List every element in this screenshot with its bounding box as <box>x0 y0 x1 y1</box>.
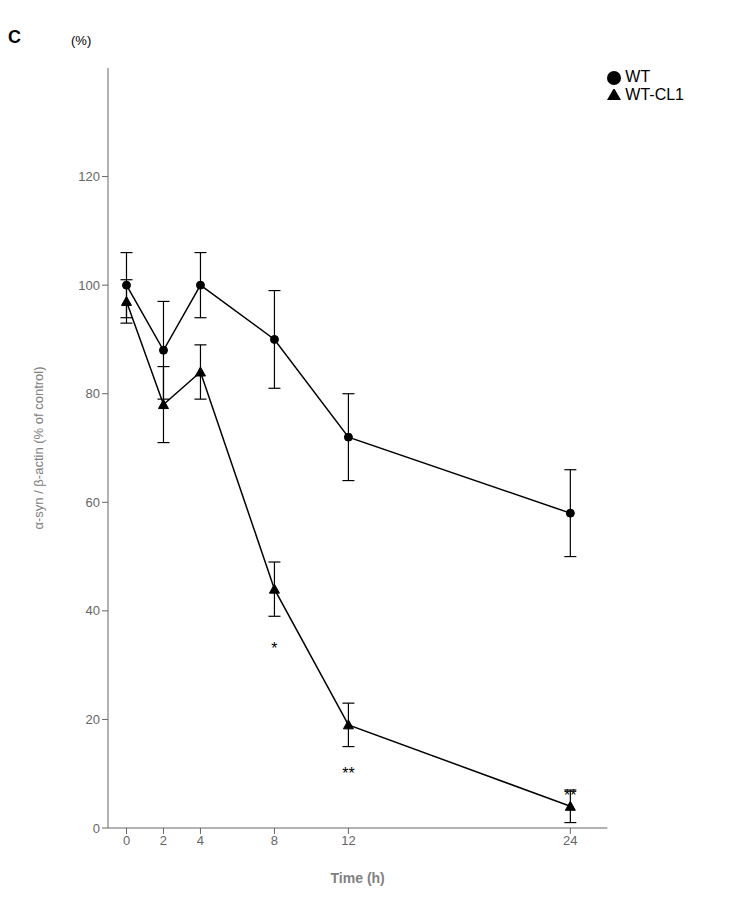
svg-text:8: 8 <box>271 833 278 848</box>
svg-text:**: ** <box>342 765 354 782</box>
html-text:WT: WT <box>625 68 651 85</box>
svg-text:60: 60 <box>86 495 100 510</box>
svg-text:α-syn / β-actin (% of control): α-syn / β-actin (% of control) <box>31 366 46 529</box>
svg-text:12: 12 <box>341 833 355 848</box>
svg-text:4: 4 <box>197 833 204 848</box>
svg-text:40: 40 <box>86 603 100 618</box>
svg-text:0: 0 <box>123 833 130 848</box>
svg-text:24: 24 <box>563 833 577 848</box>
svg-text:**: ** <box>564 787 576 804</box>
html-text:WT-CL1: WT-CL1 <box>625 86 684 103</box>
svg-text:*: * <box>271 640 277 657</box>
svg-text:120: 120 <box>78 169 100 184</box>
svg-text:100: 100 <box>78 278 100 293</box>
svg-text:2: 2 <box>160 833 167 848</box>
html-text:C: C <box>8 27 21 47</box>
svg-text:Time (h): Time (h) <box>331 870 385 886</box>
svg-text:0: 0 <box>93 821 100 836</box>
svg-text:80: 80 <box>86 386 100 401</box>
svg-text:20: 20 <box>86 712 100 727</box>
